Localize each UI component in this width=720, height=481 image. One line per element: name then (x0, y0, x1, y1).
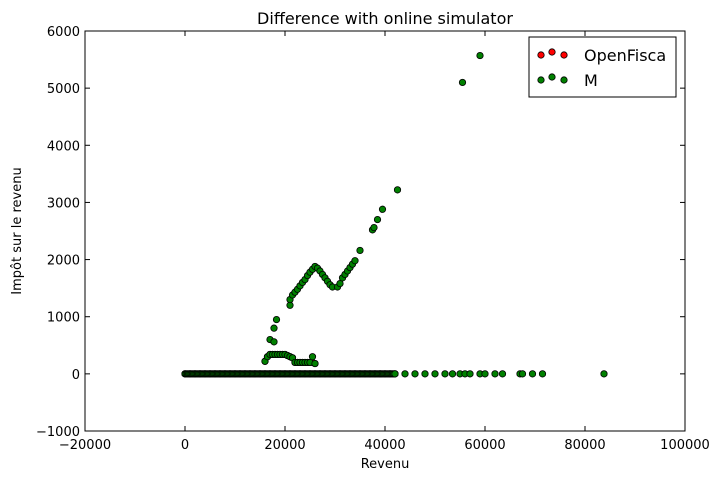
data-point (370, 223, 378, 232)
legend-marker (537, 51, 545, 59)
data-point (393, 186, 402, 194)
x-tick-label: 0 (181, 438, 189, 453)
legend-label: M (584, 71, 598, 90)
data-point (518, 370, 527, 378)
data-point (458, 78, 467, 87)
data-point (270, 324, 278, 332)
data-point (270, 338, 278, 346)
x-tick-label: 80000 (564, 438, 605, 453)
data-point (411, 370, 419, 378)
data-point (378, 205, 387, 213)
data-point (401, 370, 409, 378)
series-1-points (181, 51, 608, 378)
y-tick-label: 3000 (47, 196, 80, 211)
x-axis-label: Revenu (361, 457, 410, 472)
data-point (373, 215, 382, 224)
zero-band-points (181, 370, 399, 378)
x-tick-label: −20000 (59, 438, 111, 453)
data-point (448, 370, 457, 378)
data-point (311, 359, 319, 368)
y-tick-label: 0 (72, 368, 80, 383)
legend-marker (537, 76, 545, 84)
y-tick-label: 2000 (47, 254, 80, 269)
y-tick-label: 1000 (47, 311, 80, 326)
data-point (431, 370, 439, 378)
data-point (498, 370, 507, 378)
data-point (476, 51, 484, 60)
data-point (351, 257, 359, 265)
data-point (391, 370, 399, 378)
data-point (356, 246, 364, 255)
legend-marker (548, 73, 556, 81)
data-point (528, 370, 537, 378)
data-point (441, 370, 449, 378)
x-tick-label: 100000 (660, 438, 710, 453)
data-point (308, 353, 317, 361)
y-tick-label: 6000 (47, 25, 80, 40)
data-point (481, 370, 489, 378)
data-point (466, 370, 474, 378)
data-point (600, 370, 608, 378)
y-tick-label: 5000 (47, 82, 80, 97)
x-tick-label: 60000 (464, 438, 505, 453)
data-point (538, 370, 547, 378)
legend-marker (548, 48, 556, 56)
y-tick-label: 4000 (47, 139, 80, 154)
y-tick-label: −1000 (36, 425, 80, 440)
x-tick-label: 20000 (264, 438, 305, 453)
y-axis-label: Impôt sur le revenu (10, 167, 25, 294)
legend-label: OpenFisca (584, 46, 666, 65)
points-layer (181, 51, 608, 378)
legend-marker (560, 76, 568, 84)
x-tick-label: 40000 (364, 438, 405, 453)
data-point (491, 370, 499, 378)
data-point (421, 370, 429, 378)
legend-box (528, 36, 677, 98)
legend-marker (560, 51, 568, 59)
data-point (272, 315, 281, 324)
legend: OpenFisca M (528, 36, 677, 98)
ticks-layer: −20000 0 20000 40000 60000 80000 100000 −1000 0 1… (36, 25, 710, 453)
chart-title: Difference with online simulator (257, 9, 513, 28)
